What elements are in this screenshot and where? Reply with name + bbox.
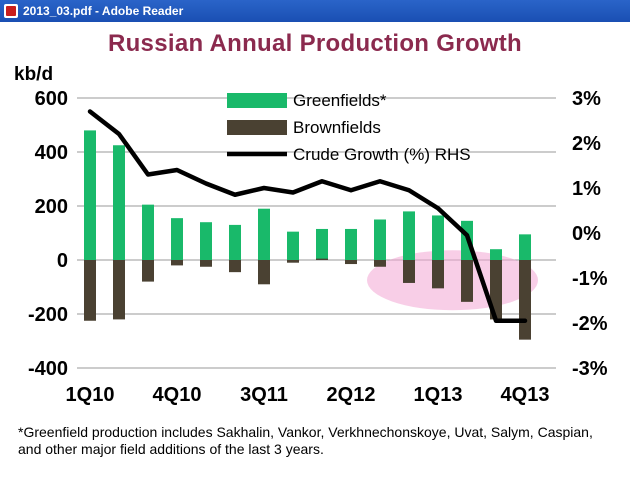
brownfields-bar: [258, 260, 270, 285]
right-axis-ticks: 3% 2% 1% 0% -1% -2% -3%: [572, 88, 608, 380]
left-tick-label: -200: [28, 304, 68, 326]
greenfields-bar: [432, 215, 444, 260]
greenfields-bar: [142, 204, 154, 260]
right-tick-label: -2%: [572, 313, 608, 335]
greenfields-bar: [171, 218, 183, 260]
window-titlebar: 2013_03.pdf - Adobe Reader: [0, 0, 630, 22]
greenfields-bar: [287, 231, 299, 260]
brownfields-bar: [113, 260, 125, 320]
legend-brownfields-label: Brownfields: [293, 118, 381, 137]
legend: Greenfields* Brownfields Crude Growth (%) …: [227, 91, 471, 164]
left-tick-label: 400: [35, 142, 68, 164]
left-axis-ticks: 600 400 200 0 -200 -400: [28, 88, 68, 380]
legend-brownfields-swatch: [227, 120, 287, 135]
greenfields-bar: [200, 222, 212, 260]
right-tick-label: -1%: [572, 268, 608, 290]
highlight-ellipse: [367, 250, 538, 311]
greenfields-bar: [229, 224, 241, 260]
production-chart: 600 400 200 0 -200 -400 3% 2% 1% 0% -1% -2% -3% 1Q1…: [14, 64, 608, 406]
brownfields-bar: [461, 260, 473, 302]
brownfields-bar: [490, 260, 502, 320]
greenfields-bar: [113, 145, 125, 260]
greenfields-bar: [374, 219, 386, 260]
right-tick-label: -3%: [572, 358, 608, 380]
brownfields-bar: [171, 260, 183, 266]
crude-growth-line: [87, 109, 528, 323]
brownfields-bar: [432, 260, 444, 289]
right-tick-label: 1%: [572, 178, 601, 200]
brownfields-bar: [374, 260, 386, 267]
pdf-icon: [4, 4, 18, 18]
x-tick-label: 2Q12: [327, 384, 376, 406]
left-tick-label: -400: [28, 358, 68, 380]
legend-greenfields-swatch: [227, 93, 287, 108]
brownfields-bar: [142, 260, 154, 282]
growth-line-group: [87, 109, 528, 323]
brownfields-bar: [519, 260, 531, 340]
left-tick-label: 600: [35, 88, 68, 110]
x-tick-label: 4Q10: [153, 384, 202, 406]
greenfields-bar: [345, 228, 357, 260]
brownfields-bar: [403, 260, 415, 283]
footnote: *Greenfield production includes Sakhalin…: [18, 424, 593, 457]
window-title: 2013_03.pdf - Adobe Reader: [23, 4, 184, 18]
brownfields-bar: [84, 260, 96, 321]
greenfields-bar: [490, 249, 502, 260]
right-tick-label: 0%: [572, 223, 601, 245]
brownfields-bar: [345, 260, 357, 265]
left-tick-label: 200: [35, 196, 68, 218]
greenfields-bar: [258, 208, 270, 260]
brownfields-bar: [200, 260, 212, 267]
brownfields-bar: [316, 258, 328, 260]
left-axis-label: kb/d: [14, 64, 53, 85]
greenfields-bar: [316, 228, 328, 260]
greenfields-bar: [519, 234, 531, 260]
legend-growth-label: Crude Growth (%) RHS: [293, 145, 471, 164]
legend-greenfields-label: Greenfields*: [293, 91, 387, 110]
x-tick-label: 4Q13: [501, 384, 550, 406]
x-tick-label: 1Q10: [66, 384, 115, 406]
left-tick-label: 0: [57, 250, 68, 272]
chart-title: Russian Annual Production Growth: [107, 30, 523, 57]
highlight-ellipse-shape: [367, 250, 538, 311]
right-tick-label: 3%: [572, 88, 601, 110]
greenfields-bar: [403, 211, 415, 260]
x-tick-label: 3Q11: [240, 384, 288, 406]
brownfields-bar: [287, 260, 299, 263]
bars: [84, 130, 531, 340]
greenfields-bar: [84, 130, 96, 260]
x-axis-ticks: 1Q10 4Q10 3Q11 2Q12 1Q13 4Q13: [66, 384, 550, 406]
x-tick-label: 1Q13: [414, 384, 463, 406]
brownfields-bar: [229, 260, 241, 273]
right-tick-label: 2%: [572, 133, 601, 155]
